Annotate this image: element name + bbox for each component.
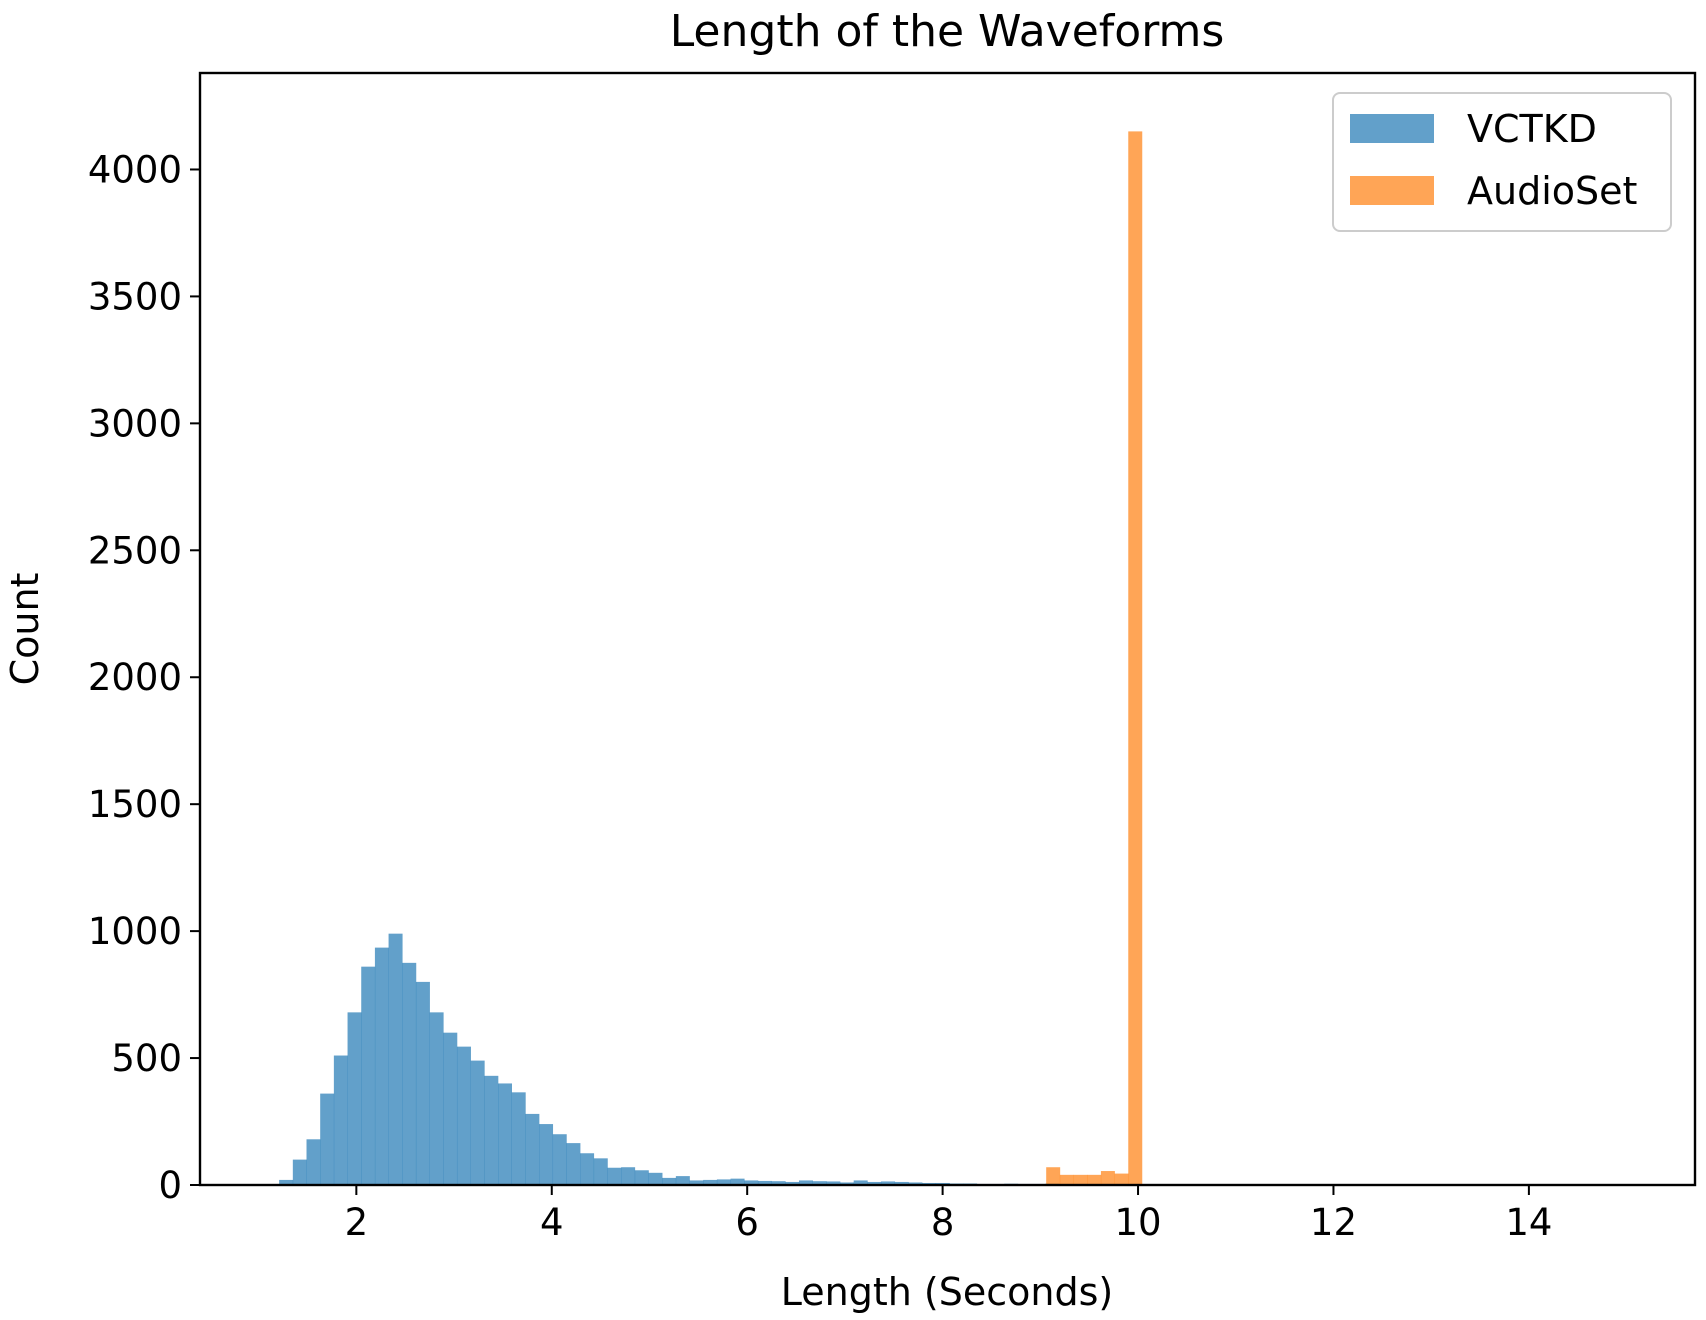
bar-vctkd-41 — [840, 1182, 854, 1185]
bar-vctkd-37 — [785, 1181, 800, 1185]
bar-audioset-2 — [1073, 1174, 1088, 1185]
bar-vctkd-33 — [730, 1178, 745, 1185]
bar-vctkd-20 — [552, 1134, 567, 1185]
x-tick-label-4: 4 — [540, 1201, 564, 1244]
bar-vctkd-0 — [279, 1179, 294, 1185]
bar-vctkd-16 — [498, 1083, 512, 1185]
bar-vctkd-14 — [470, 1060, 485, 1185]
bar-vctkd-3 — [320, 1093, 335, 1185]
bar-vctkd-26 — [634, 1170, 649, 1185]
y-tick-label-0: 0 — [158, 1164, 182, 1207]
bar-vctkd-8 — [388, 933, 403, 1185]
bar-vctkd-35 — [757, 1180, 772, 1185]
x-tick-label-12: 12 — [1310, 1201, 1357, 1244]
bar-vctkd-30 — [689, 1180, 704, 1185]
legend-label-vctkd: VCTKD — [1467, 107, 1597, 151]
bar-vctkd-19 — [539, 1124, 554, 1185]
legend-swatch-vctkd — [1350, 114, 1434, 143]
bar-vctkd-15 — [484, 1075, 499, 1185]
bar-vctkd-5 — [347, 1012, 362, 1185]
bar-vctkd-46 — [908, 1182, 923, 1185]
bar-vctkd-18 — [525, 1113, 540, 1185]
bar-vctkd-29 — [675, 1176, 690, 1185]
bar-vctkd-12 — [443, 1032, 458, 1185]
bar-audioset-0 — [1046, 1167, 1061, 1185]
bar-audioset-6 — [1128, 131, 1143, 1185]
x-tick-label-8: 8 — [931, 1201, 955, 1244]
bar-vctkd-28 — [662, 1177, 677, 1185]
bar-vctkd-21 — [566, 1143, 581, 1185]
bar-vctkd-10 — [415, 981, 430, 1185]
bar-audioset-3 — [1087, 1174, 1102, 1185]
x-tick-label-14: 14 — [1505, 1201, 1552, 1244]
x-axis-label: Length (Seconds) — [781, 1270, 1113, 1314]
bar-audioset-1 — [1059, 1174, 1074, 1185]
bar-vctkd-4 — [333, 1055, 348, 1185]
bar-vctkd-22 — [580, 1153, 595, 1185]
bar-audioset-5 — [1114, 1173, 1129, 1185]
bar-audioset-4 — [1100, 1171, 1115, 1185]
bar-vctkd-39 — [812, 1181, 827, 1185]
bar-vctkd-11 — [429, 1012, 444, 1185]
bars-layer — [279, 131, 1143, 1185]
bar-vctkd-23 — [593, 1158, 608, 1185]
bar-vctkd-9 — [402, 962, 417, 1185]
bar-vctkd-38 — [798, 1180, 813, 1185]
y-axis: 0 500 1000 1500 2000 2500 3000 3500 4000 — [88, 148, 200, 1207]
bar-vctkd-6 — [361, 966, 376, 1185]
bar-vctkd-25 — [621, 1167, 636, 1185]
x-axis: 2 4 6 8 10 12 14 — [345, 1185, 1552, 1244]
bar-vctkd-32 — [716, 1179, 731, 1185]
y-axis-label: Count — [3, 573, 47, 686]
bar-vctkd-34 — [744, 1180, 759, 1185]
bar-vctkd-31 — [703, 1179, 718, 1185]
legend-label-audioset: AudioSet — [1467, 169, 1637, 213]
x-tick-label-6: 6 — [735, 1201, 759, 1244]
bar-vctkd-1 — [292, 1159, 307, 1185]
legend: VCTKD AudioSet — [1332, 92, 1672, 232]
y-tick-label-4000: 4000 — [88, 148, 182, 191]
bar-vctkd-27 — [648, 1172, 663, 1185]
bar-vctkd-45 — [894, 1181, 909, 1185]
x-tick-label-10: 10 — [1114, 1201, 1161, 1244]
y-tick-label-1000: 1000 — [88, 910, 182, 953]
bar-vctkd-7 — [374, 947, 389, 1185]
bar-vctkd-40 — [826, 1181, 841, 1185]
y-tick-label-1500: 1500 — [88, 783, 182, 826]
bar-vctkd-2 — [306, 1139, 321, 1185]
y-tick-label-3000: 3000 — [88, 402, 182, 445]
bar-vctkd-17 — [511, 1092, 526, 1185]
x-tick-label-2: 2 — [345, 1201, 369, 1244]
bar-vctkd-24 — [607, 1167, 622, 1185]
y-tick-label-2500: 2500 — [88, 529, 182, 572]
y-tick-label-2000: 2000 — [88, 656, 182, 699]
bar-vctkd-42 — [853, 1180, 868, 1185]
legend-swatch-audioset — [1350, 176, 1434, 205]
y-tick-label-500: 500 — [111, 1037, 182, 1080]
bar-vctkd-43 — [867, 1181, 882, 1185]
bar-vctkd-44 — [881, 1181, 896, 1185]
bar-vctkd-36 — [771, 1181, 786, 1185]
plot-frame — [198, 71, 1697, 1187]
bar-vctkd-13 — [456, 1046, 471, 1185]
chart-title: Length of the Waveforms — [670, 6, 1225, 57]
y-tick-label-3500: 3500 — [88, 275, 182, 318]
